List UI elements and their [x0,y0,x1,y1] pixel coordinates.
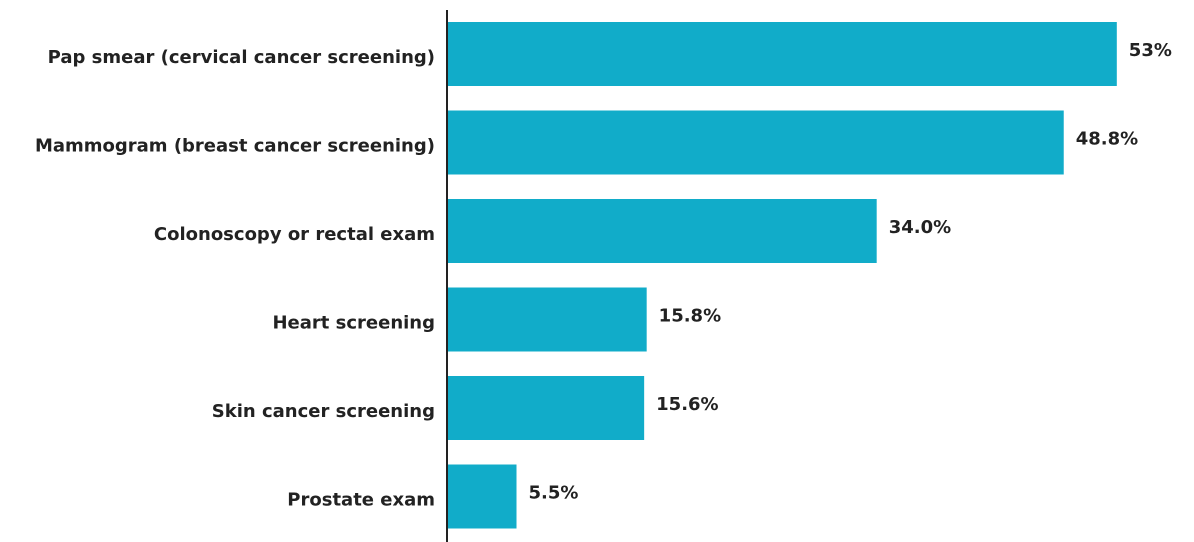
category-label: Pap smear (cervical cancer screening) [48,47,435,68]
bar [447,22,1117,86]
bar [447,464,517,529]
bar [447,376,645,440]
value-label: 34.0% [889,217,951,238]
category-label: Mammogram (breast cancer screening) [35,136,435,157]
value-label: 5.5% [529,483,579,504]
value-label: 15.8% [659,306,721,327]
bar [447,110,1064,175]
category-label: Skin cancer screening [212,401,435,422]
bar [447,199,877,263]
value-label: 15.6% [656,394,718,415]
bar [447,287,647,352]
category-label: Heart screening [272,313,435,334]
value-label: 53% [1129,40,1172,61]
value-label: 48.8% [1076,129,1138,150]
category-label: Colonoscopy or rectal exam [154,224,435,245]
category-label: Prostate exam [287,490,435,511]
